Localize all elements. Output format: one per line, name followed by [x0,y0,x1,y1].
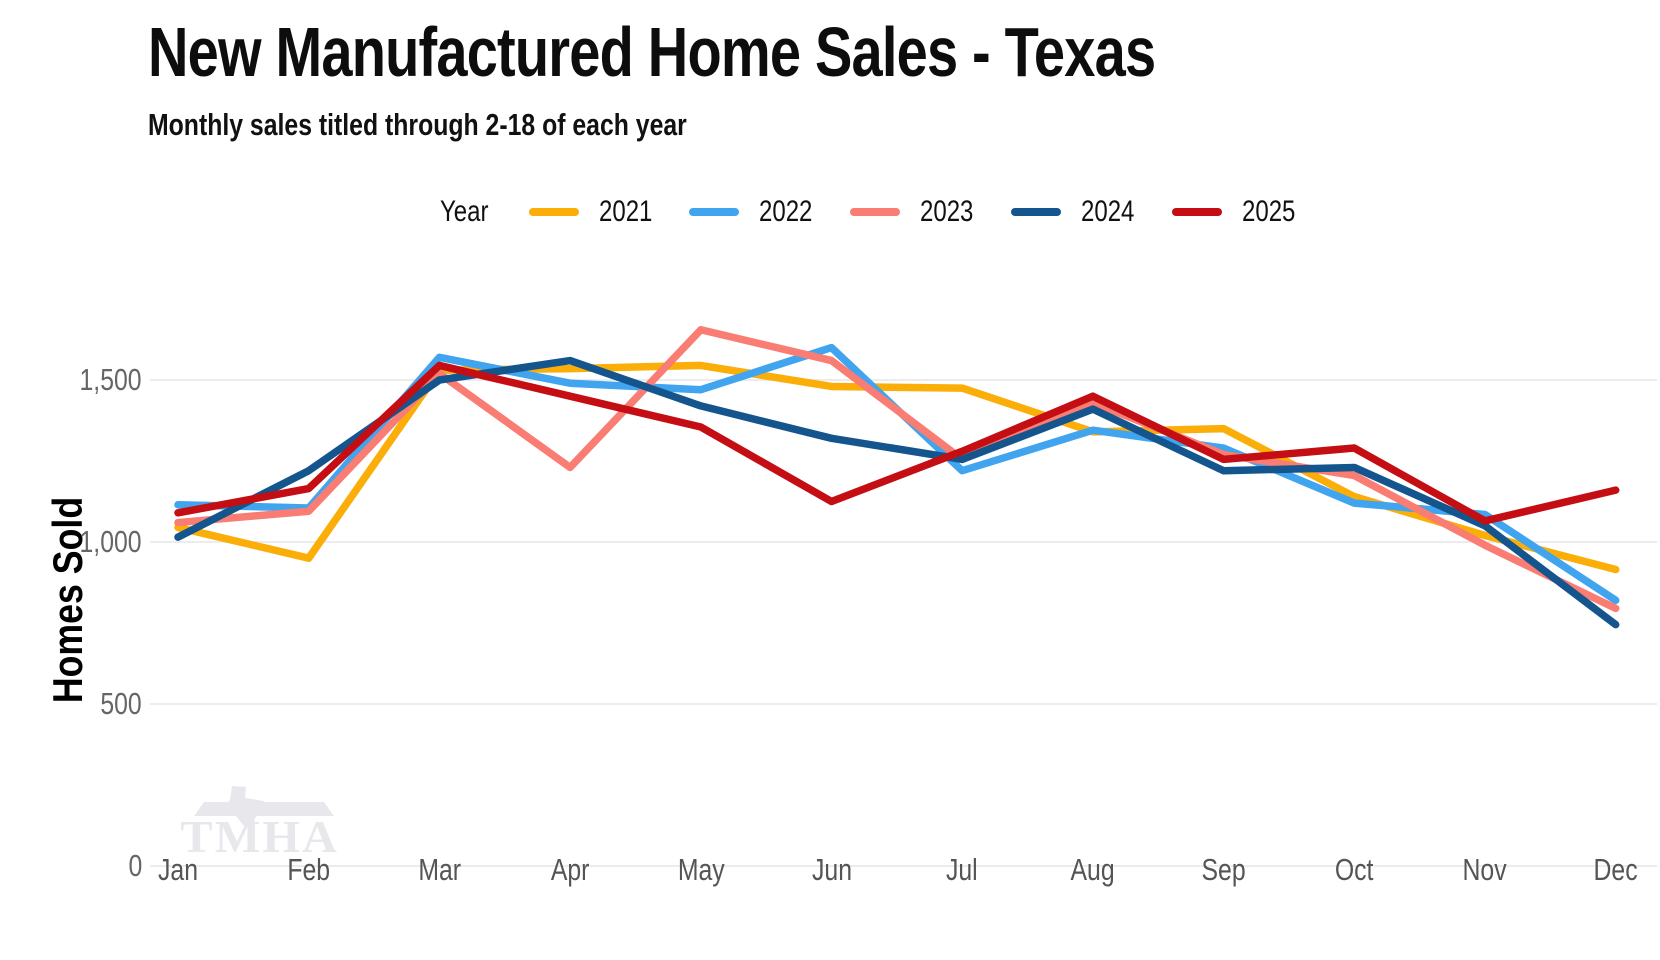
legend-item-2025[interactable]: 2025 [1171,195,1309,229]
y-tick-500: 500 [100,686,142,721]
x-tick-Dec: Dec [1593,852,1638,887]
legend-label-2021: 2021 [598,195,653,228]
chart-subtitle-text: Monthly sales titled through 2-18 of eac… [148,107,687,142]
x-tick-Jan: Jan [157,852,198,887]
x-tick-Jun: Jun [811,852,852,887]
legend-swatch-2023 [850,208,901,216]
legend-item-2021[interactable]: 2021 [528,195,666,229]
legend-item-2022[interactable]: 2022 [689,195,826,229]
legend: Year 2021 2022 2023 2024 2025 [440,195,1309,229]
legend-label-2023: 2023 [920,195,974,228]
tmha-watermark: TMHA [172,786,372,864]
x-tick-Mar: Mar [418,852,461,887]
line-2021 [174,361,1620,574]
legend-label-2024: 2024 [1080,195,1135,228]
legend-title: Year [440,195,489,228]
legend-item-2024[interactable]: 2024 [1010,195,1148,229]
legend-swatch-2022 [689,208,740,216]
y-tick-1,000: 1,000 [79,524,142,559]
chart-subtitle: Monthly sales titled through 2-18 of eac… [148,107,822,142]
page-title: New Manufactured Home Sales - Texas [148,13,1407,91]
x-tick-Jul: Jul [946,852,979,887]
x-tick-Oct: Oct [1334,852,1374,887]
x-tick-Feb: Feb [287,852,331,887]
watermark-text: TMHA [180,812,339,863]
legend-swatch-2025 [1171,208,1222,216]
line-2025 [174,361,1620,525]
x-tick-Aug: Aug [1070,852,1115,887]
y-tick-0: 0 [128,848,142,883]
x-tick-Sep: Sep [1201,852,1246,887]
page-title-text: New Manufactured Home Sales - Texas [148,13,1156,91]
tmha-logo: TMHA [180,786,339,863]
legend-label-2022: 2022 [759,195,813,228]
line-2024 [174,356,1620,629]
x-tick-Nov: Nov [1462,852,1508,887]
legend-swatch-2024 [1010,208,1061,216]
texas-shape [224,786,264,830]
legend-label-2025: 2025 [1241,195,1296,228]
legend-swatch-2021 [528,208,579,216]
legend-item-2023[interactable]: 2023 [850,195,987,229]
x-tick-May: May [677,852,725,887]
x-tick-Apr: Apr [550,852,590,887]
roof-right-shape [250,802,334,816]
y-tick-1,500: 1,500 [79,362,142,397]
line-2023 [174,326,1620,613]
